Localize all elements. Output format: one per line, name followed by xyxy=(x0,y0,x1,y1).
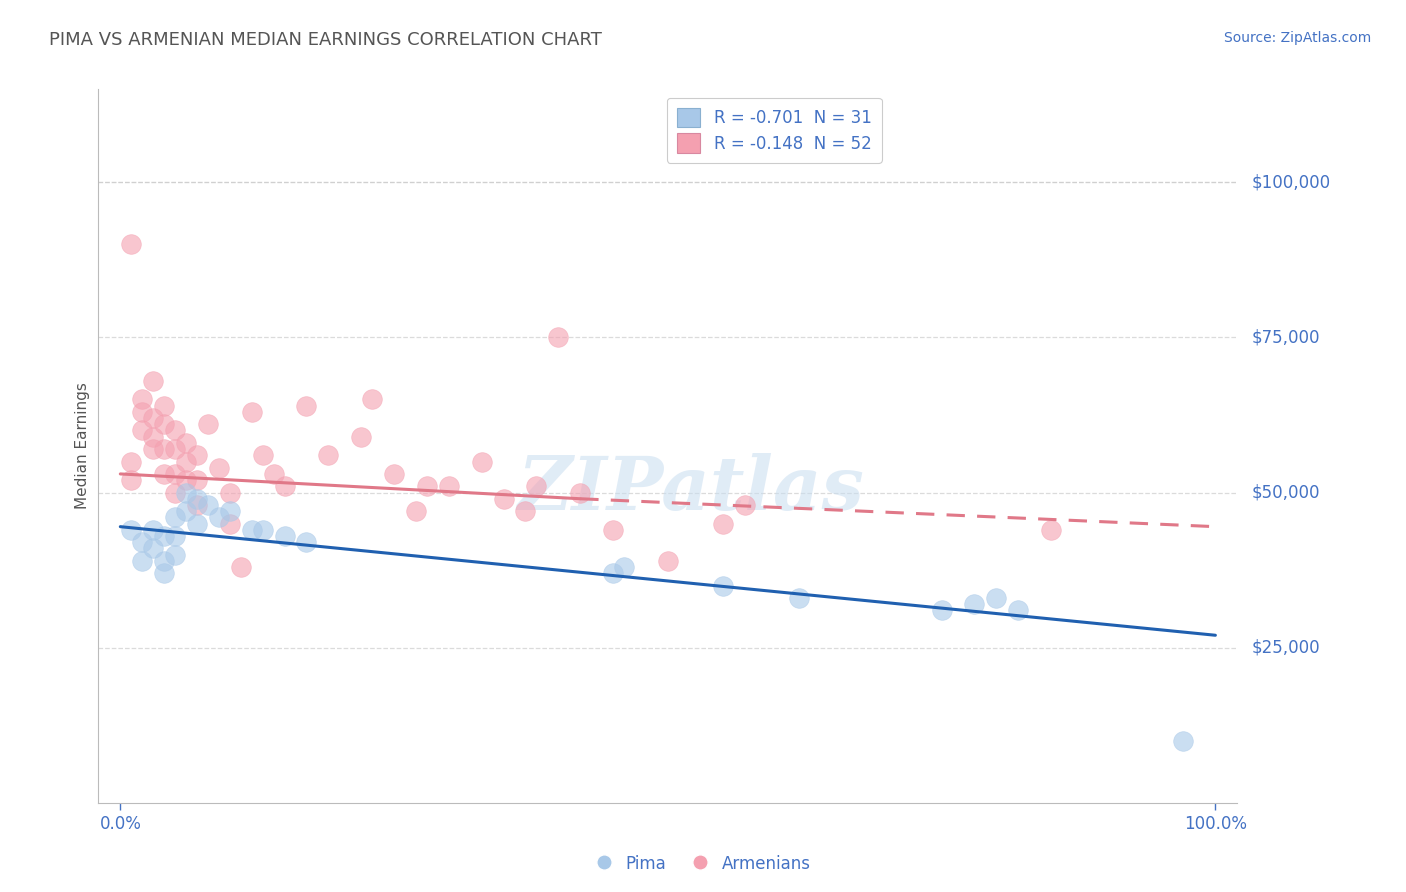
Point xyxy=(295,399,318,413)
Point xyxy=(165,442,187,456)
Point xyxy=(416,479,439,493)
Point xyxy=(263,467,285,481)
Text: Source: ZipAtlas.com: Source: ZipAtlas.com xyxy=(1223,31,1371,45)
Point xyxy=(174,485,197,500)
Point xyxy=(142,411,165,425)
Point xyxy=(153,566,176,581)
Point xyxy=(229,560,252,574)
Point xyxy=(437,479,460,493)
Point xyxy=(931,603,953,617)
Point xyxy=(197,498,219,512)
Point xyxy=(153,442,176,456)
Point xyxy=(515,504,537,518)
Point xyxy=(120,473,142,487)
Point xyxy=(174,473,197,487)
Text: $25,000: $25,000 xyxy=(1251,639,1320,657)
Point xyxy=(318,448,340,462)
Point xyxy=(153,529,176,543)
Text: $75,000: $75,000 xyxy=(1251,328,1320,346)
Point xyxy=(142,442,165,456)
Point xyxy=(273,479,295,493)
Point xyxy=(252,523,274,537)
Point xyxy=(602,523,624,537)
Point xyxy=(273,529,295,543)
Point xyxy=(131,554,153,568)
Point xyxy=(186,498,208,512)
Point xyxy=(165,510,187,524)
Point xyxy=(174,436,197,450)
Point xyxy=(142,430,165,444)
Point xyxy=(602,566,624,581)
Point xyxy=(153,417,176,432)
Point xyxy=(657,554,679,568)
Point xyxy=(963,597,986,611)
Point xyxy=(142,374,165,388)
Point xyxy=(120,454,142,468)
Point xyxy=(120,237,142,252)
Text: PIMA VS ARMENIAN MEDIAN EARNINGS CORRELATION CHART: PIMA VS ARMENIAN MEDIAN EARNINGS CORRELA… xyxy=(49,31,602,49)
Point xyxy=(153,399,176,413)
Point xyxy=(252,448,274,462)
Point xyxy=(120,523,142,537)
Point xyxy=(711,516,734,531)
Point xyxy=(526,479,548,493)
Point xyxy=(197,417,219,432)
Point xyxy=(165,485,187,500)
Point xyxy=(165,424,187,438)
Point xyxy=(734,498,756,512)
Text: $100,000: $100,000 xyxy=(1251,173,1330,191)
Point xyxy=(986,591,1008,605)
Point xyxy=(218,485,240,500)
Point xyxy=(613,560,636,574)
Point xyxy=(471,454,494,468)
Point xyxy=(186,516,208,531)
Point xyxy=(208,510,231,524)
Point xyxy=(1007,603,1029,617)
Point xyxy=(142,523,165,537)
Point xyxy=(186,473,208,487)
Point xyxy=(295,535,318,549)
Point xyxy=(1040,523,1063,537)
Point xyxy=(208,460,231,475)
Y-axis label: Median Earnings: Median Earnings xyxy=(75,383,90,509)
Point xyxy=(218,504,240,518)
Point xyxy=(131,405,153,419)
Point xyxy=(350,430,373,444)
Point xyxy=(240,523,263,537)
Point xyxy=(153,554,176,568)
Point xyxy=(165,467,187,481)
Text: $50,000: $50,000 xyxy=(1251,483,1320,501)
Point xyxy=(569,485,592,500)
Point xyxy=(218,516,240,531)
Point xyxy=(174,504,197,518)
Point xyxy=(711,579,734,593)
Point xyxy=(787,591,810,605)
Point xyxy=(186,448,208,462)
Legend: Pima, Armenians: Pima, Armenians xyxy=(589,848,817,880)
Point xyxy=(1171,733,1194,747)
Text: ZIPatlas: ZIPatlas xyxy=(517,452,865,525)
Point xyxy=(131,392,153,407)
Point xyxy=(382,467,405,481)
Point xyxy=(131,535,153,549)
Point xyxy=(165,548,187,562)
Point xyxy=(186,491,208,506)
Point xyxy=(405,504,427,518)
Point xyxy=(131,424,153,438)
Point xyxy=(153,467,176,481)
Point xyxy=(142,541,165,556)
Point xyxy=(547,330,569,344)
Point xyxy=(240,405,263,419)
Point xyxy=(165,529,187,543)
Point xyxy=(492,491,515,506)
Legend: R = -0.701  N = 31, R = -0.148  N = 52: R = -0.701 N = 31, R = -0.148 N = 52 xyxy=(666,97,882,162)
Point xyxy=(174,454,197,468)
Point xyxy=(361,392,384,407)
